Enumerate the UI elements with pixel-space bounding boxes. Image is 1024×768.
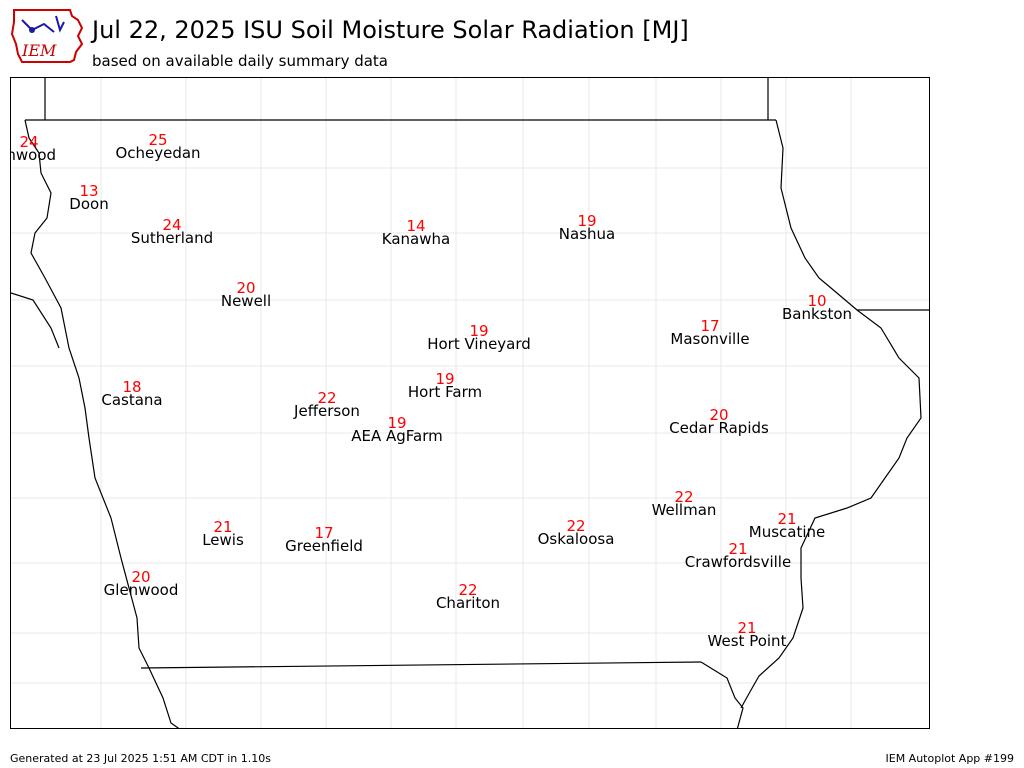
station-value: 13 [79, 182, 99, 200]
station-value: 22 [566, 517, 586, 535]
station-masonville: 17 Masonville [670, 319, 749, 347]
station-name: Newell [220, 292, 272, 310]
station-value: 19 [577, 212, 597, 230]
station-name: Ocheyedan [115, 144, 201, 162]
station-jefferson: 22 Jefferson [294, 391, 360, 419]
station-name: Doon [69, 195, 109, 213]
station-value: 25 [148, 131, 168, 149]
station-value: 20 [236, 279, 256, 297]
station-castana: 18 Castana [101, 380, 162, 408]
station-glenwood: 20 Glenwood [104, 570, 179, 598]
station-name: Jefferson [294, 402, 360, 420]
station-value: 24 [162, 216, 182, 234]
station-wellman: 22 Wellman [652, 490, 717, 518]
station-value: 22 [458, 581, 478, 599]
station-name: Glenwood [103, 581, 179, 599]
station-name: Castana [101, 391, 163, 409]
state-borders [11, 78, 929, 728]
station-value: 14 [406, 217, 426, 235]
station-value: 17 [700, 317, 720, 335]
basemap [11, 78, 929, 728]
station-inwood: 24Inwood [11, 133, 57, 164]
station-value: 20 [709, 406, 729, 424]
station-name: West Point [707, 632, 787, 650]
logo-text: IEM [21, 41, 57, 60]
station-value: 20 [131, 568, 151, 586]
station-muscatine: 21 Muscatine [749, 512, 826, 540]
station-aea-agfarm: 19 AEA AgFarm [351, 416, 443, 444]
station-name: Masonville [670, 330, 750, 348]
station-greenfield: 17 Greenfield [285, 526, 363, 554]
station-cedar-rapids: 20 Cedar Rapids [669, 408, 769, 436]
station-name: Lewis [202, 531, 244, 549]
station-name: AEA AgFarm [351, 427, 443, 445]
station-hort-vineyard: 19 Hort Vineyard [427, 324, 531, 352]
station-doon: 13 Doon [69, 184, 108, 212]
station-nashua: 19 Nashua [559, 214, 615, 242]
station-lewis: 21 Lewis [202, 520, 244, 548]
station-name: Oskaloosa [537, 530, 615, 548]
station-value: 10 [807, 292, 827, 310]
station-crawfordsville: 21 Crawfordsville [685, 542, 791, 570]
station-value: 21 [777, 510, 797, 528]
station-value: 19 [469, 322, 489, 340]
map-area: 24Inwood25Ocheyedan13Doon24Sutherland14K… [10, 77, 930, 729]
station-value: 18 [122, 378, 142, 396]
station-name: Greenfield [285, 537, 363, 555]
station-value: 17 [314, 524, 334, 542]
app-label: IEM Autoplot App #199 [885, 752, 1015, 765]
iem-logo: IEM [8, 6, 86, 66]
station-name: Inwood [11, 146, 57, 164]
station-name: Hort Vineyard [427, 335, 531, 353]
station-name: Bankston [781, 305, 853, 323]
station-value: 19 [435, 370, 455, 388]
station-value: 22 [317, 389, 337, 407]
map-subtitle: based on available daily summary data [92, 52, 389, 70]
county-borders [11, 78, 929, 728]
generated-timestamp: Generated at 23 Jul 2025 1:51 AM CDT in … [10, 752, 271, 765]
station-sutherland: 24 Sutherland [131, 218, 213, 246]
station-value: 21 [737, 619, 757, 637]
station-oskaloosa: 22 Oskaloosa [538, 519, 615, 547]
station-name: Crawfordsville [684, 553, 792, 571]
station-value: 24 [19, 133, 39, 151]
station-newell: 20 Newell [221, 281, 271, 309]
station-value: 22 [674, 488, 694, 506]
map-title: Jul 22, 2025 ISU Soil Moisture Solar Rad… [92, 16, 689, 44]
station-name: Muscatine [748, 523, 826, 541]
station-hort-farm: 19 Hort Farm [408, 372, 482, 400]
station-name: Chariton [435, 594, 501, 612]
station-west-point: 21 West Point [708, 621, 787, 649]
station-name: Hort Farm [407, 383, 483, 401]
station-kanawha: 14 Kanawha [382, 219, 450, 247]
station-value: 21 [213, 518, 233, 536]
station-value: 19 [387, 414, 407, 432]
station-name: Sutherland [130, 229, 214, 247]
station-bankston: 10 Bankston [782, 294, 852, 322]
station-name: Cedar Rapids [669, 419, 769, 437]
station-name: Nashua [558, 225, 616, 243]
station-name: Kanawha [381, 230, 451, 248]
station-name: Wellman [651, 501, 717, 519]
station-ocheyedan: 25 Ocheyedan [115, 133, 200, 161]
station-chariton: 22 Chariton [436, 583, 500, 611]
station-value: 21 [728, 540, 748, 558]
